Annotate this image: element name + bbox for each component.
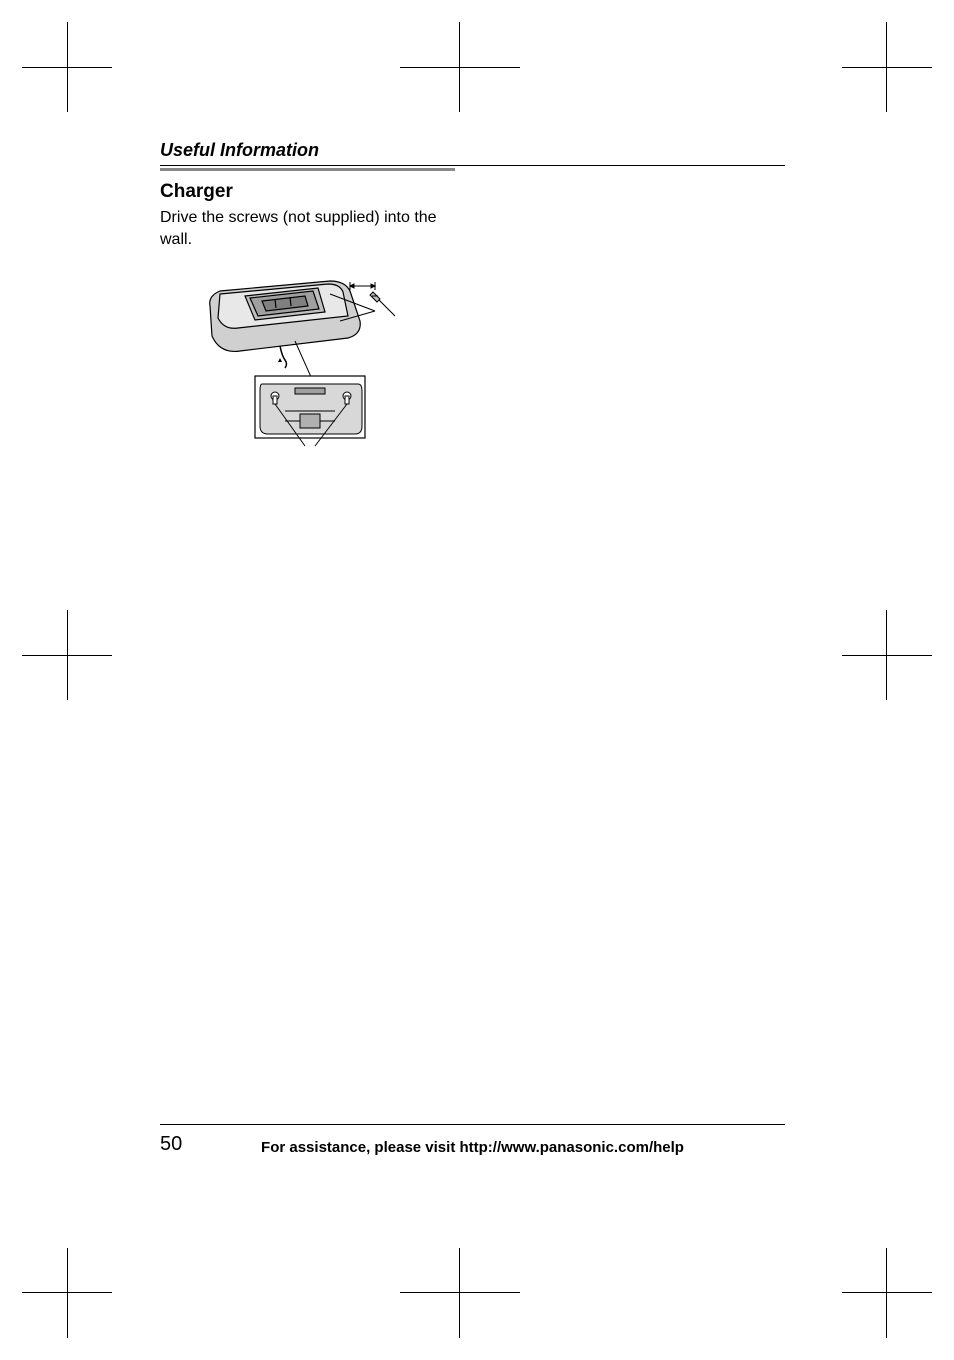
- charger-wall-mount-diagram: [200, 276, 420, 456]
- footer-assistance-text: For assistance, please visit http://www.…: [160, 1139, 785, 1156]
- crop-mark: [400, 67, 520, 68]
- crop-mark: [459, 22, 460, 112]
- section-title: Charger: [160, 181, 785, 203]
- crop-mark: [67, 610, 68, 700]
- section-header: Useful Information: [160, 140, 785, 166]
- page-footer: 50 For assistance, please visit http://w…: [160, 1124, 785, 1156]
- section-body-text: Drive the screws (not supplied) into the…: [160, 207, 450, 252]
- crop-mark: [67, 22, 68, 112]
- crop-mark: [886, 1248, 887, 1338]
- crop-mark: [886, 22, 887, 112]
- crop-mark: [67, 1248, 68, 1338]
- crop-mark: [842, 1292, 932, 1293]
- crop-mark: [886, 610, 887, 700]
- header-rule: [160, 168, 455, 171]
- crop-mark: [400, 1292, 520, 1293]
- crop-mark: [842, 655, 932, 656]
- page-container: Useful Information Charger Drive the scr…: [0, 0, 954, 1360]
- crop-mark: [459, 1248, 460, 1338]
- page-number: 50: [160, 1133, 182, 1156]
- crop-mark: [842, 67, 932, 68]
- content-area: Useful Information Charger Drive the scr…: [160, 140, 785, 456]
